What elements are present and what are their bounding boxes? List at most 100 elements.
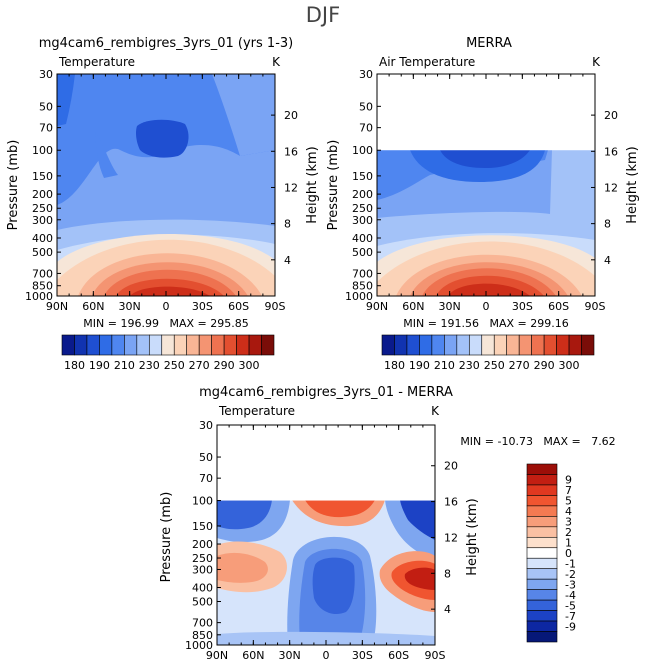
latitude-tick-label: 60S: [228, 300, 249, 313]
colorbar-swatch: [186, 334, 200, 356]
colorbar-swatch: [526, 557, 558, 570]
colorbar-swatch: [526, 631, 558, 643]
colorbar-swatch: [468, 334, 483, 356]
pressure-tick-label: 1000: [345, 290, 373, 303]
latitude-tick-label: 90S: [425, 649, 446, 662]
colorbar-label: -7: [565, 610, 576, 623]
pressure-tick-label: 400: [32, 232, 53, 245]
colorbar-swatch: [526, 536, 558, 549]
colorbar-label: 230: [459, 359, 480, 372]
pressure-tick-label: 50: [199, 451, 213, 464]
latitude-tick-label: 30N: [439, 300, 461, 313]
colorbar-swatch: [124, 334, 138, 356]
colorbar-label: 270: [509, 359, 530, 372]
pressure-tick-label: 30: [199, 419, 213, 432]
pressure-tick-label: 400: [192, 582, 213, 595]
colorbar-label: 9: [565, 474, 572, 487]
colorbar-label: 290: [214, 359, 235, 372]
height-tick-label: 8: [444, 567, 451, 580]
pressure-tick-label: 500: [352, 246, 373, 259]
colorbar-label: 290: [534, 359, 555, 372]
panel-b-units: K: [592, 55, 601, 69]
pressure-tick-label: 150: [192, 520, 213, 533]
panel-b-band-warm-6: [448, 283, 530, 296]
height-tick-label: 12: [444, 531, 458, 544]
latitude-tick-label: 90S: [265, 300, 286, 313]
colorbar-label: 5: [565, 495, 572, 508]
pressure-tick-label: 1000: [25, 290, 53, 303]
height-tick-label: 16: [444, 496, 458, 509]
colorbar-swatch: [161, 334, 175, 356]
panel-a-cold-tongue: [95, 132, 118, 178]
colorbar-label: 250: [484, 359, 505, 372]
pressure-tick-label: 300: [32, 214, 53, 227]
pressure-tick-label: 250: [192, 552, 213, 565]
pressure-tick-label: 300: [192, 563, 213, 576]
height-tick-label: 4: [284, 254, 291, 267]
colorbar-swatch: [526, 526, 558, 538]
pressure-tick-label: 300: [352, 214, 373, 227]
colorbar-swatch: [581, 334, 595, 356]
latitude-tick-label: 90S: [585, 300, 606, 313]
pressure-tick-label: 70: [199, 472, 213, 485]
latitude-tick-label: 30S: [352, 649, 373, 662]
latitude-tick-label: 30S: [192, 300, 213, 313]
colorbar-label: 300: [239, 359, 260, 372]
colorbar-swatch: [526, 495, 558, 507]
panel-a-ylabel: Pressure (mb): [6, 140, 21, 231]
colorbar-label: 300: [559, 359, 580, 372]
panel-b-title: MERRA: [466, 36, 512, 51]
colorbar-label: -9: [565, 620, 576, 633]
colorbar-swatch: [173, 334, 188, 356]
colorbar-swatch: [526, 484, 558, 496]
colorbar-swatch: [86, 334, 100, 356]
colorbar-swatch: [531, 334, 545, 356]
panel-b-ylabel-right: Height (km): [625, 146, 640, 223]
pressure-tick-label: 700: [192, 617, 213, 630]
panel-b-field: [377, 150, 595, 296]
panel-c-ylabel-right: Height (km): [465, 498, 480, 575]
colorbar-label: -5: [565, 599, 576, 612]
latitude-tick-label: 0: [483, 300, 490, 313]
height-tick-label: 20: [444, 460, 458, 473]
colorbar-label: 180: [384, 359, 405, 372]
pressure-tick-label: 100: [352, 144, 373, 157]
panel-b-stats: MIN = 191.56 MAX = 299.16: [403, 317, 568, 330]
colorbar-label: -2: [565, 568, 576, 581]
colorbar-swatch: [211, 334, 225, 356]
colorbar-swatch: [526, 620, 558, 632]
pressure-tick-label: 850: [192, 629, 213, 642]
pressure-tick-label: 850: [32, 280, 53, 293]
height-tick-label: 12: [604, 181, 618, 194]
latitude-tick-label: 60N: [402, 300, 424, 313]
colorbar-label: 4: [565, 505, 572, 518]
colorbar-swatch: [526, 610, 558, 622]
latitude-tick-label: 0: [163, 300, 170, 313]
colorbar-label: 180: [64, 359, 85, 372]
pressure-tick-label: 30: [39, 68, 53, 81]
height-tick-label: 4: [444, 603, 451, 616]
pressure-tick-label: 150: [352, 170, 373, 183]
panel-a-units: K: [272, 55, 281, 69]
pressure-tick-label: 100: [32, 144, 53, 157]
pressure-tick-label: 70: [39, 122, 53, 135]
colorbar-label: 190: [409, 359, 430, 372]
colorbar-label: 2: [565, 526, 572, 539]
colorbar-swatch: [556, 334, 570, 356]
pressure-tick-label: 100: [192, 495, 213, 508]
panel-b-variable: Air Temperature: [379, 55, 475, 69]
colorbar-swatch: [444, 334, 458, 356]
panel-c-right-cold-inner: [400, 500, 435, 540]
pressure-tick-label: 700: [32, 267, 53, 280]
no-data-region: [377, 74, 595, 151]
panel-c-ylabel: Pressure (mb): [159, 492, 174, 583]
panel-a-ylabel-right: Height (km): [305, 146, 320, 223]
colorbar-swatch: [506, 334, 520, 356]
pressure-tick-label: 700: [352, 267, 373, 280]
latitude-tick-label: 60S: [548, 300, 569, 313]
colorbar-swatch: [223, 334, 237, 356]
panel-c-units: K: [431, 404, 440, 418]
panel-a-band-polar-vortex: [57, 74, 75, 126]
colorbar-swatch: [61, 334, 75, 356]
